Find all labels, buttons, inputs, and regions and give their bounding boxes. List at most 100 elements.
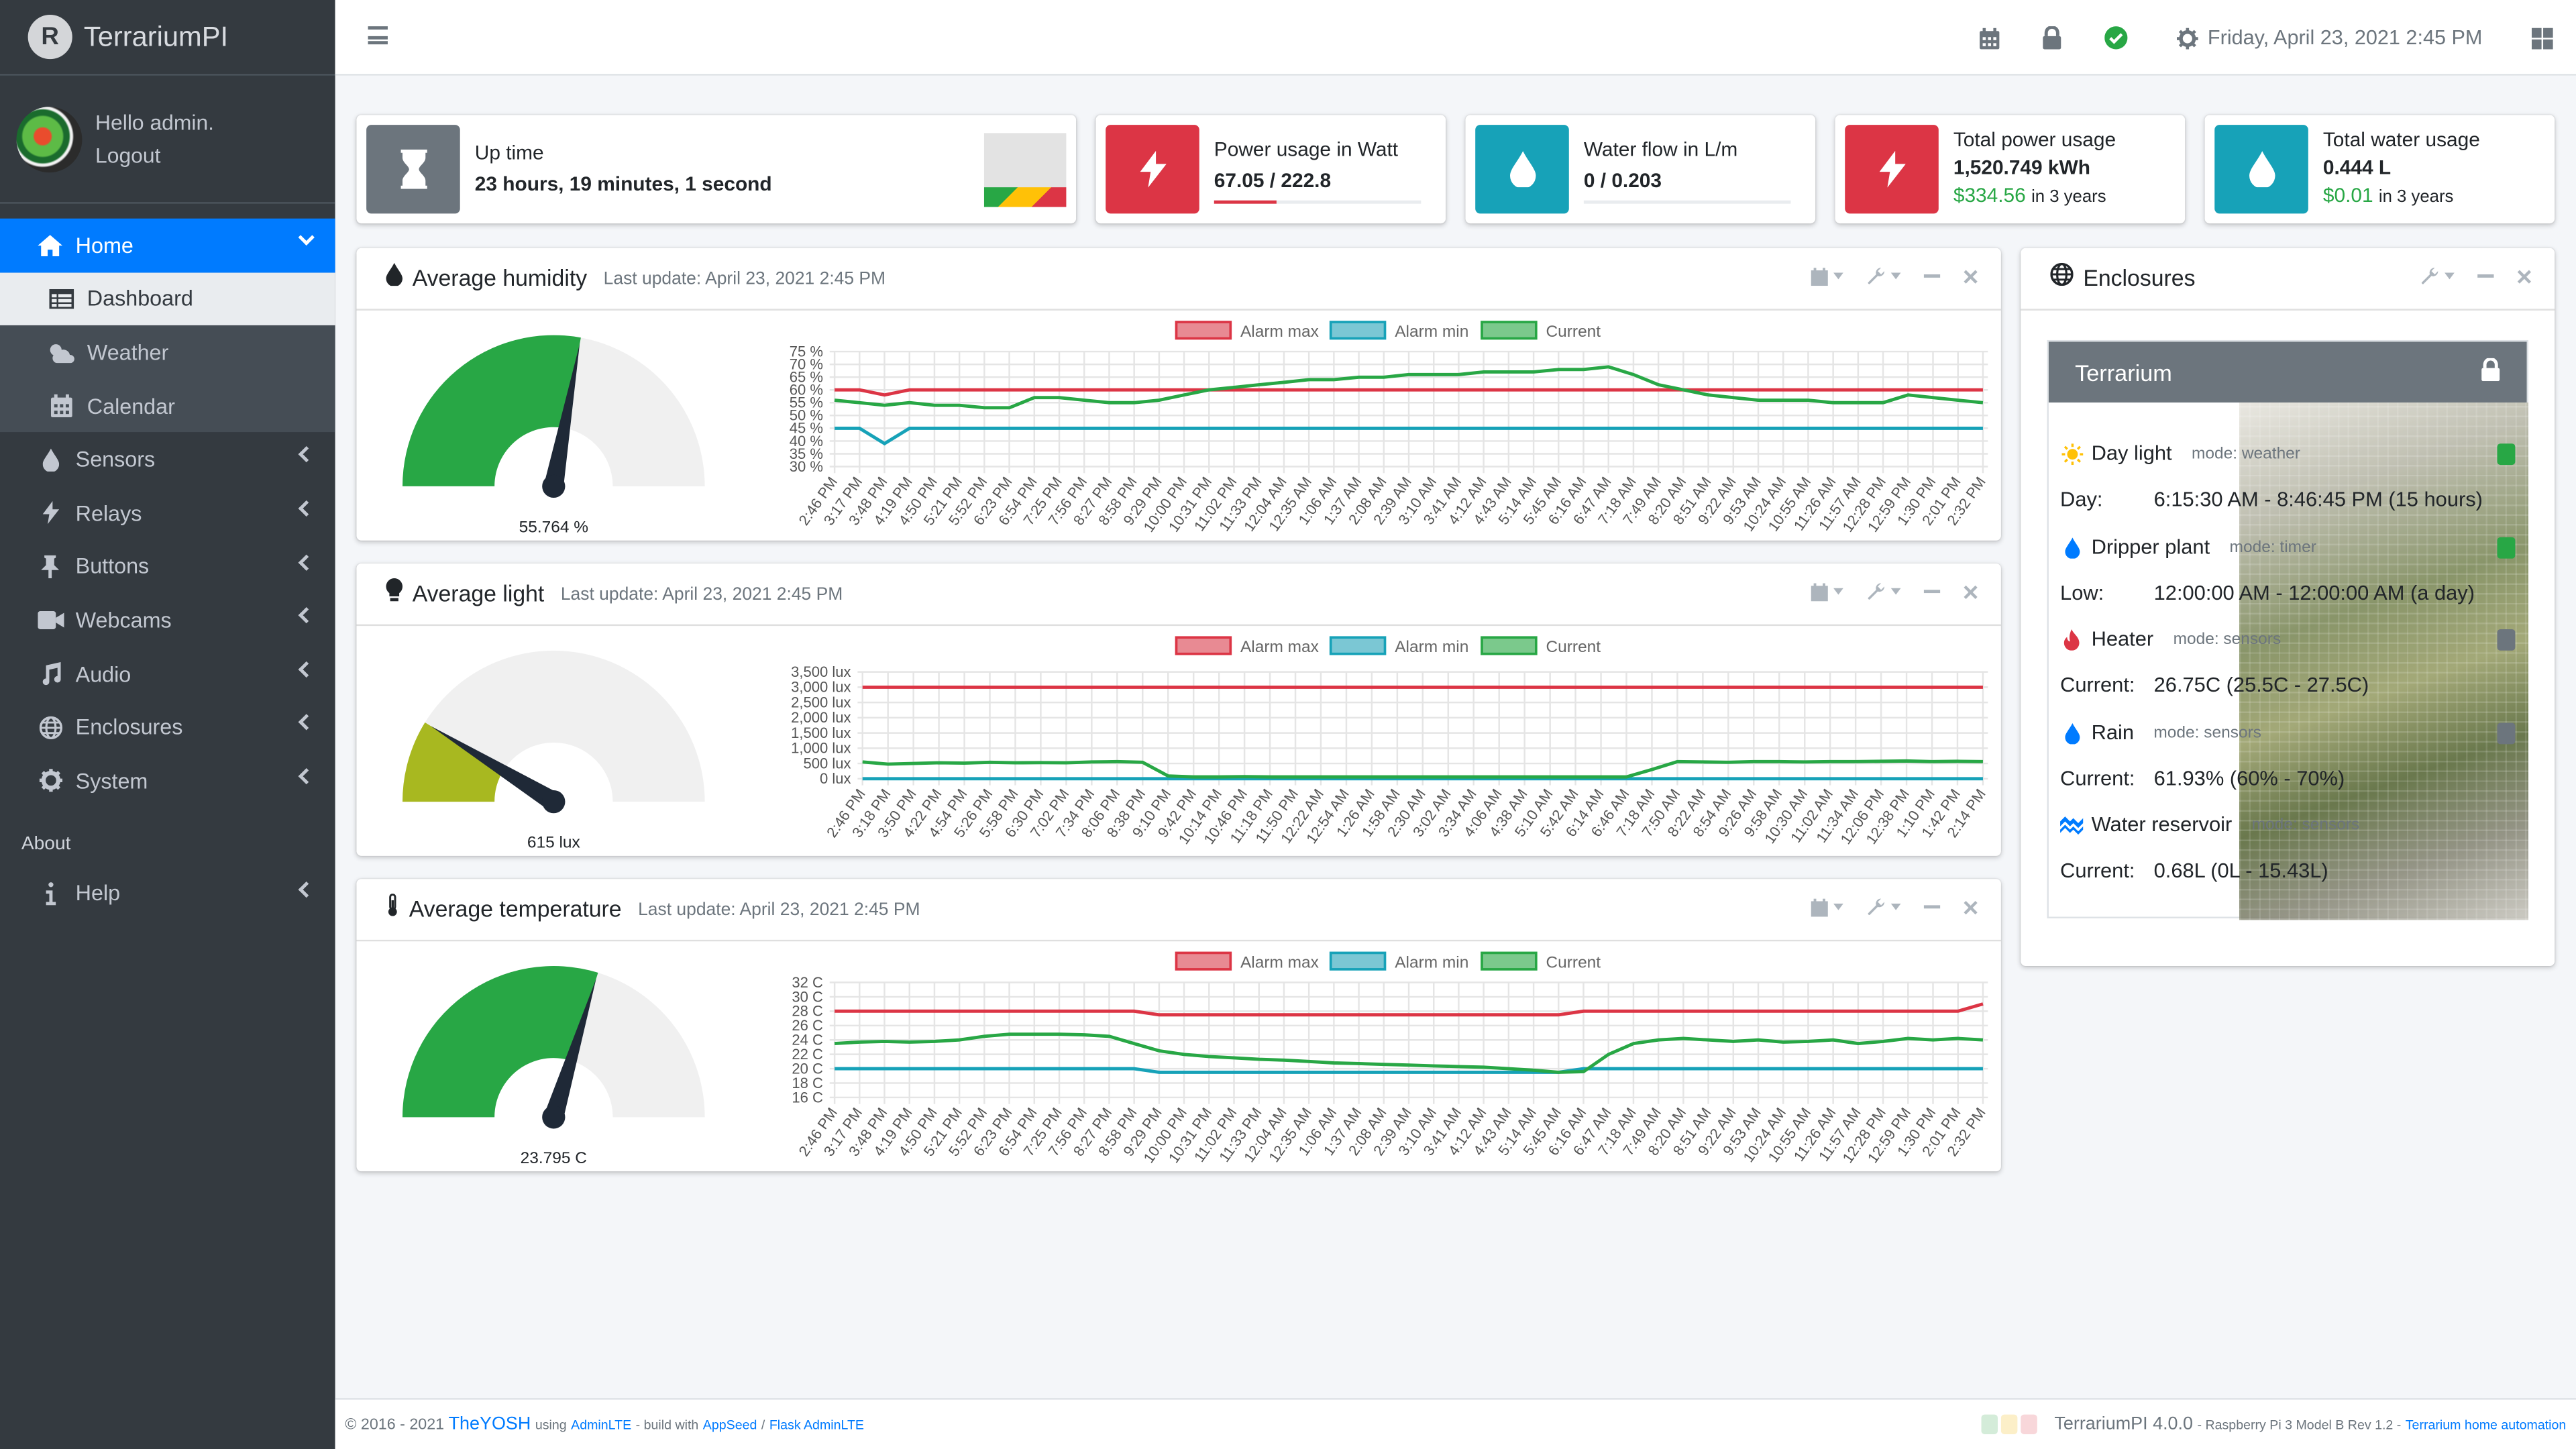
area-row-rain[interactable]: Rain mode: sensors bbox=[2060, 710, 2516, 756]
series-line-alarm-max bbox=[835, 1002, 1984, 1017]
user-panel: Hello admin. Logout bbox=[0, 76, 335, 204]
app-version: TerrariumPI 4.0.0 bbox=[2054, 1414, 2194, 1434]
sidebar-item-audio[interactable]: Audio bbox=[0, 647, 335, 700]
lock-icon[interactable] bbox=[2042, 26, 2061, 50]
gear-icon bbox=[2176, 27, 2198, 49]
flask-adminlte-link[interactable]: Flask AdminLTE bbox=[769, 1417, 865, 1432]
sidebar-item-system[interactable]: System bbox=[0, 754, 335, 808]
grid-icon[interactable] bbox=[2531, 27, 2553, 49]
logout-link[interactable]: Logout bbox=[95, 143, 161, 168]
check-circle-icon[interactable] bbox=[2104, 26, 2127, 50]
close-icon[interactable] bbox=[1964, 584, 1978, 599]
gauge-hub bbox=[542, 790, 566, 814]
wrench-dropdown-icon[interactable] bbox=[1866, 582, 1901, 601]
gauge-needle bbox=[543, 343, 580, 488]
area-name: Heater bbox=[2091, 627, 2154, 651]
uptime-box: Up time 23 hours, 19 minutes, 1 second bbox=[356, 115, 1077, 224]
sidebar-item-weather[interactable]: Weather bbox=[0, 325, 335, 379]
gauge-value: 23.795 C bbox=[521, 1149, 587, 1167]
chevron-left-icon bbox=[298, 714, 315, 731]
menu-toggle-icon[interactable] bbox=[368, 26, 388, 45]
area-name: Water reservoir bbox=[2091, 813, 2233, 837]
topbar: Friday, April 23, 2021 2:45 PM bbox=[335, 0, 2576, 76]
sidebar-item-enclosures[interactable]: Enclosures bbox=[0, 700, 335, 754]
area-name: Dripper plant bbox=[2091, 535, 2210, 559]
sidebar-item-dashboard[interactable]: Dashboard bbox=[0, 272, 335, 326]
close-icon[interactable] bbox=[1964, 268, 1978, 283]
sun-icon bbox=[2060, 443, 2083, 464]
calendar-dropdown-icon[interactable] bbox=[1811, 898, 1843, 916]
sidebar-item-sensors[interactable]: Sensors bbox=[0, 433, 335, 486]
sidebar-item-home[interactable]: Home bbox=[0, 218, 335, 272]
tint-icon bbox=[2214, 125, 2308, 214]
power-usage-progress bbox=[1214, 200, 1421, 204]
area-mode: mode: weather bbox=[2191, 444, 2300, 463]
chevron-left-icon bbox=[298, 661, 315, 678]
y-tick-label: 2,500 lux bbox=[791, 694, 851, 710]
thermometer-icon bbox=[386, 894, 400, 925]
tint-icon bbox=[1475, 125, 1569, 214]
author-link[interactable]: TheYOSH bbox=[448, 1414, 531, 1434]
sidebar-item-buttons[interactable]: Buttons bbox=[0, 540, 335, 594]
water-flow-value: 0 / 0.203 bbox=[1583, 169, 1662, 193]
area-name: Day light bbox=[2091, 441, 2172, 466]
close-icon[interactable] bbox=[1964, 900, 1978, 914]
uptime-value: 23 hours, 19 minutes, 1 second bbox=[474, 172, 772, 196]
brand-link[interactable]: R TerrariumPI bbox=[0, 0, 335, 76]
area-detail-label: Current: bbox=[2060, 859, 2135, 883]
sidebar-item-calendar[interactable]: Calendar bbox=[0, 379, 335, 433]
card-title: Average light bbox=[412, 581, 545, 606]
y-tick-label: 1,500 lux bbox=[791, 724, 851, 741]
area-detail-heater: Current: 26.75C (25.5C - 27.5C) bbox=[2060, 662, 2515, 708]
minimize-icon[interactable] bbox=[1923, 899, 1941, 915]
minimize-icon[interactable] bbox=[1923, 268, 1941, 284]
calendar-icon[interactable] bbox=[1979, 27, 1999, 49]
area-row-daylight[interactable]: Day light mode: weather bbox=[2060, 431, 2516, 477]
gear-icon bbox=[36, 769, 64, 792]
y-tick-label: 1,000 lux bbox=[791, 740, 851, 757]
terrarium-home-link[interactable]: Terrarium home automation bbox=[2405, 1417, 2567, 1432]
sidebar-item-label: Calendar bbox=[87, 393, 175, 419]
sidebar-item-help[interactable]: Help bbox=[0, 867, 335, 920]
y-tick-label: 45 % bbox=[790, 420, 823, 437]
y-tick-label: 18 C bbox=[792, 1075, 823, 1091]
card-last-update: Last update: April 23, 2021 2:45 PM bbox=[638, 899, 920, 920]
area-detail-label: Day: bbox=[2060, 488, 2103, 511]
area-row-water-reservoir[interactable]: Water reservoir mode: sensors bbox=[2060, 802, 2515, 848]
terrarium-webcam-image[interactable] bbox=[2239, 402, 2529, 920]
minimize-icon[interactable] bbox=[1923, 583, 1941, 599]
area-row-dripper[interactable]: Dripper plant mode: timer bbox=[2060, 524, 2516, 570]
area-row-heater[interactable]: Heater mode: sensors bbox=[2060, 616, 2516, 662]
sidebar-item-label: Sensors bbox=[75, 447, 156, 472]
wrench-dropdown-icon[interactable] bbox=[1866, 266, 1901, 286]
terrarium-panel: Terrarium Day light mode: weather Day: 6… bbox=[2047, 339, 2529, 920]
minimize-icon[interactable] bbox=[2477, 268, 2494, 284]
y-tick-label: 75 % bbox=[790, 343, 823, 360]
total-water-value: 0.444 L bbox=[2322, 156, 2392, 179]
appseed-link[interactable]: AppSeed bbox=[702, 1417, 757, 1432]
chevron-left-icon bbox=[298, 500, 315, 517]
wrench-dropdown-icon[interactable] bbox=[1866, 897, 1901, 916]
status-square bbox=[2021, 1414, 2038, 1434]
lock-icon[interactable] bbox=[2481, 357, 2500, 386]
legend-swatch bbox=[1329, 951, 1387, 971]
wrench-dropdown-icon[interactable] bbox=[2420, 266, 2455, 286]
power-usage-label: Power usage in Watt bbox=[1214, 138, 1399, 162]
app-name: TerrariumPI bbox=[83, 20, 229, 52]
thumbtack-icon bbox=[36, 555, 64, 578]
status-indicator bbox=[2497, 629, 2516, 651]
avatar bbox=[16, 107, 83, 173]
terrarium-header[interactable]: Terrarium bbox=[2048, 341, 2527, 403]
legend-label: Alarm max bbox=[1240, 953, 1319, 971]
sidebar-item-relays[interactable]: Relays bbox=[0, 486, 335, 540]
adminlte-link[interactable]: AdminLTE bbox=[571, 1417, 632, 1432]
chevron-left-icon bbox=[298, 880, 315, 898]
calendar-dropdown-icon[interactable] bbox=[1811, 266, 1843, 285]
area-detail-value: 26.75C (25.5C - 27.5C) bbox=[2153, 674, 2369, 697]
close-icon[interactable] bbox=[2517, 268, 2532, 283]
calendar-dropdown-icon[interactable] bbox=[1811, 582, 1843, 601]
sidebar-item-webcams[interactable]: Webcams bbox=[0, 593, 335, 647]
sidebar-item-label: Audio bbox=[75, 661, 131, 686]
area-detail-value: 12:00:00 AM - 12:00:00 AM (a day) bbox=[2153, 581, 2475, 605]
y-tick-label: 26 C bbox=[792, 1017, 823, 1034]
